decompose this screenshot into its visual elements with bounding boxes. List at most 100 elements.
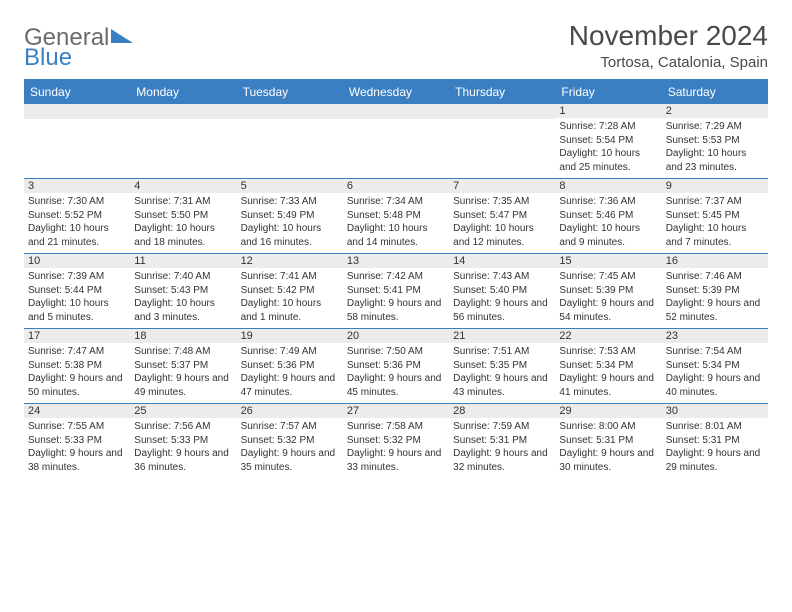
daylight-text: Daylight: 9 hours and 36 minutes.	[134, 447, 232, 474]
day-body: Sunrise: 7:33 AMSunset: 5:49 PMDaylight:…	[237, 193, 343, 253]
day-body: Sunrise: 7:46 AMSunset: 5:39 PMDaylight:…	[662, 268, 768, 328]
sunset-text: Sunset: 5:42 PM	[241, 284, 339, 298]
daylight-text: Daylight: 9 hours and 32 minutes.	[453, 447, 551, 474]
empty-datebar	[24, 104, 130, 119]
sunrise-text: Sunrise: 7:47 AM	[28, 345, 126, 359]
day-body: Sunrise: 7:42 AMSunset: 5:41 PMDaylight:…	[343, 268, 449, 328]
sunrise-text: Sunrise: 7:31 AM	[134, 195, 232, 209]
date-number: 15	[555, 254, 661, 268]
day-body: Sunrise: 7:49 AMSunset: 5:36 PMDaylight:…	[237, 343, 343, 403]
date-number: 8	[555, 179, 661, 193]
sunrise-text: Sunrise: 7:48 AM	[134, 345, 232, 359]
sunset-text: Sunset: 5:39 PM	[559, 284, 657, 298]
daylight-text: Daylight: 10 hours and 7 minutes.	[666, 222, 764, 249]
daylight-text: Daylight: 9 hours and 30 minutes.	[559, 447, 657, 474]
sunset-text: Sunset: 5:49 PM	[241, 209, 339, 223]
day-cell: 21Sunrise: 7:51 AMSunset: 5:35 PMDayligh…	[449, 328, 555, 403]
sunset-text: Sunset: 5:54 PM	[559, 134, 657, 148]
sunset-text: Sunset: 5:50 PM	[134, 209, 232, 223]
day-cell: 12Sunrise: 7:41 AMSunset: 5:42 PMDayligh…	[237, 253, 343, 328]
day-cell: 30Sunrise: 8:01 AMSunset: 5:31 PMDayligh…	[662, 403, 768, 478]
daylight-text: Daylight: 9 hours and 52 minutes.	[666, 297, 764, 324]
date-number: 26	[237, 404, 343, 418]
daylight-text: Daylight: 9 hours and 41 minutes.	[559, 372, 657, 399]
day-cell: 27Sunrise: 7:58 AMSunset: 5:32 PMDayligh…	[343, 403, 449, 478]
day-cell: 2Sunrise: 7:29 AMSunset: 5:53 PMDaylight…	[662, 103, 768, 178]
day-body: Sunrise: 7:43 AMSunset: 5:40 PMDaylight:…	[449, 268, 555, 328]
day-cell: 17Sunrise: 7:47 AMSunset: 5:38 PMDayligh…	[24, 328, 130, 403]
empty-cell	[237, 103, 343, 178]
day-cell: 4Sunrise: 7:31 AMSunset: 5:50 PMDaylight…	[130, 178, 236, 253]
day-header: Wednesday	[343, 81, 449, 103]
title-block: November 2024 Tortosa, Catalonia, Spain	[569, 20, 768, 71]
day-cell: 28Sunrise: 7:59 AMSunset: 5:31 PMDayligh…	[449, 403, 555, 478]
date-number: 14	[449, 254, 555, 268]
daylight-text: Daylight: 10 hours and 18 minutes.	[134, 222, 232, 249]
sunset-text: Sunset: 5:33 PM	[134, 434, 232, 448]
sunset-text: Sunset: 5:36 PM	[347, 359, 445, 373]
day-body: Sunrise: 7:59 AMSunset: 5:31 PMDaylight:…	[449, 418, 555, 478]
date-number: 1	[555, 104, 661, 118]
day-cell: 20Sunrise: 7:50 AMSunset: 5:36 PMDayligh…	[343, 328, 449, 403]
sunrise-text: Sunrise: 7:35 AM	[453, 195, 551, 209]
daylight-text: Daylight: 10 hours and 1 minute.	[241, 297, 339, 324]
sunset-text: Sunset: 5:48 PM	[347, 209, 445, 223]
sunrise-text: Sunrise: 7:55 AM	[28, 420, 126, 434]
location-label: Tortosa, Catalonia, Spain	[569, 54, 768, 71]
day-cell: 29Sunrise: 8:00 AMSunset: 5:31 PMDayligh…	[555, 403, 661, 478]
day-body: Sunrise: 7:55 AMSunset: 5:33 PMDaylight:…	[24, 418, 130, 478]
empty-cell	[449, 103, 555, 178]
day-body: Sunrise: 7:51 AMSunset: 5:35 PMDaylight:…	[449, 343, 555, 403]
month-title: November 2024	[569, 20, 768, 52]
sunset-text: Sunset: 5:34 PM	[559, 359, 657, 373]
sunrise-text: Sunrise: 7:45 AM	[559, 270, 657, 284]
day-body: Sunrise: 7:47 AMSunset: 5:38 PMDaylight:…	[24, 343, 130, 403]
sunset-text: Sunset: 5:31 PM	[666, 434, 764, 448]
sunset-text: Sunset: 5:36 PM	[241, 359, 339, 373]
day-cell: 22Sunrise: 7:53 AMSunset: 5:34 PMDayligh…	[555, 328, 661, 403]
day-header: Friday	[555, 81, 661, 103]
date-number: 20	[343, 329, 449, 343]
sunset-text: Sunset: 5:38 PM	[28, 359, 126, 373]
day-body: Sunrise: 7:54 AMSunset: 5:34 PMDaylight:…	[662, 343, 768, 403]
day-body: Sunrise: 7:53 AMSunset: 5:34 PMDaylight:…	[555, 343, 661, 403]
day-cell: 1Sunrise: 7:28 AMSunset: 5:54 PMDaylight…	[555, 103, 661, 178]
sunset-text: Sunset: 5:31 PM	[559, 434, 657, 448]
sunrise-text: Sunrise: 7:43 AM	[453, 270, 551, 284]
day-cell: 15Sunrise: 7:45 AMSunset: 5:39 PMDayligh…	[555, 253, 661, 328]
day-cell: 3Sunrise: 7:30 AMSunset: 5:52 PMDaylight…	[24, 178, 130, 253]
empty-datebar	[130, 104, 236, 119]
date-number: 30	[662, 404, 768, 418]
date-number: 21	[449, 329, 555, 343]
daylight-text: Daylight: 9 hours and 35 minutes.	[241, 447, 339, 474]
day-body: Sunrise: 8:00 AMSunset: 5:31 PMDaylight:…	[555, 418, 661, 478]
sunrise-text: Sunrise: 8:01 AM	[666, 420, 764, 434]
date-number: 18	[130, 329, 236, 343]
date-number: 6	[343, 179, 449, 193]
sunset-text: Sunset: 5:39 PM	[666, 284, 764, 298]
sunrise-text: Sunrise: 7:36 AM	[559, 195, 657, 209]
sunrise-text: Sunrise: 7:54 AM	[666, 345, 764, 359]
day-body: Sunrise: 7:56 AMSunset: 5:33 PMDaylight:…	[130, 418, 236, 478]
date-number: 13	[343, 254, 449, 268]
sunset-text: Sunset: 5:45 PM	[666, 209, 764, 223]
date-number: 19	[237, 329, 343, 343]
date-number: 3	[24, 179, 130, 193]
daylight-text: Daylight: 10 hours and 14 minutes.	[347, 222, 445, 249]
sunrise-text: Sunrise: 7:57 AM	[241, 420, 339, 434]
sunrise-text: Sunrise: 8:00 AM	[559, 420, 657, 434]
sunrise-text: Sunrise: 7:58 AM	[347, 420, 445, 434]
day-header: Saturday	[662, 81, 768, 103]
daylight-text: Daylight: 10 hours and 16 minutes.	[241, 222, 339, 249]
logo-text-block: General Blue	[24, 26, 133, 70]
day-header: Monday	[130, 81, 236, 103]
empty-cell	[343, 103, 449, 178]
sunrise-text: Sunrise: 7:29 AM	[666, 120, 764, 134]
date-number: 23	[662, 329, 768, 343]
sunrise-text: Sunrise: 7:34 AM	[347, 195, 445, 209]
daylight-text: Daylight: 9 hours and 50 minutes.	[28, 372, 126, 399]
day-cell: 8Sunrise: 7:36 AMSunset: 5:46 PMDaylight…	[555, 178, 661, 253]
date-number: 2	[662, 104, 768, 118]
day-cell: 18Sunrise: 7:48 AMSunset: 5:37 PMDayligh…	[130, 328, 236, 403]
sunset-text: Sunset: 5:53 PM	[666, 134, 764, 148]
